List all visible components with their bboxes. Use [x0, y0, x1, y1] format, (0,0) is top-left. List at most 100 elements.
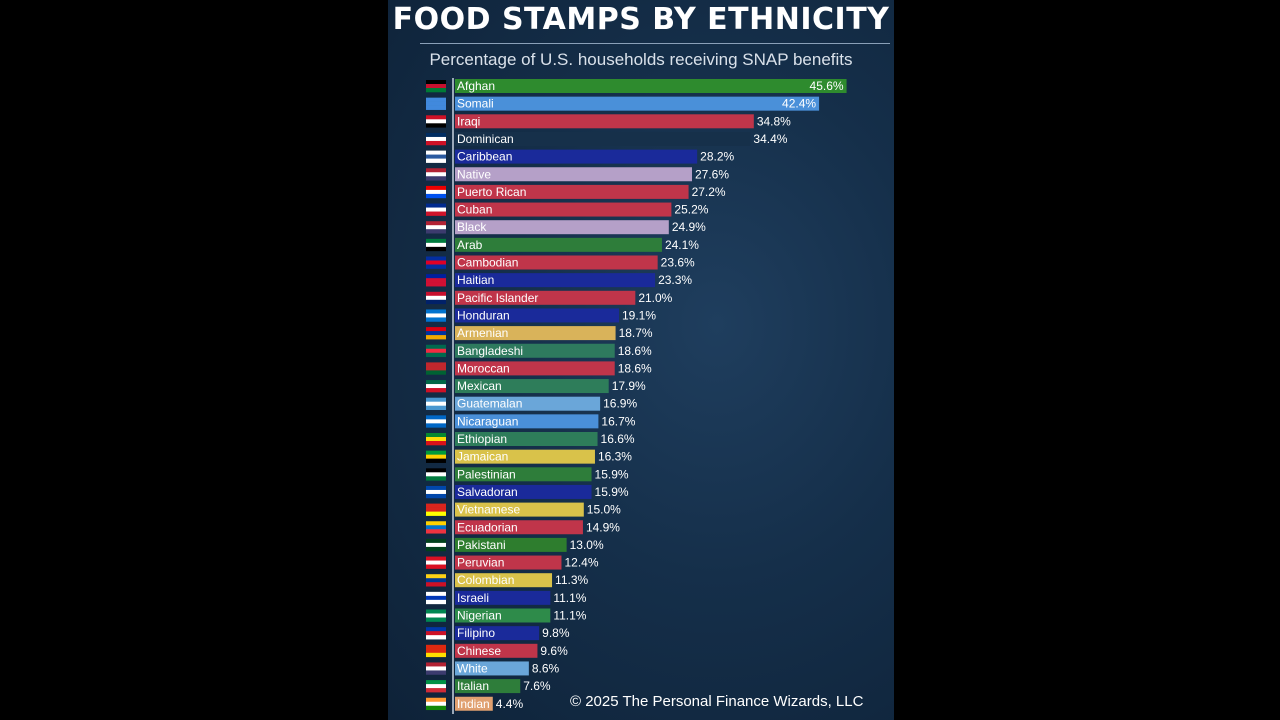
flag-icon	[426, 168, 446, 181]
value-label: 15.9%	[595, 467, 629, 481]
value-label: 18.6%	[618, 344, 652, 358]
flag-icon	[426, 80, 446, 93]
chart-subtitle: Percentage of U.S. households receiving …	[429, 50, 853, 69]
flag-icon	[426, 291, 446, 305]
value-label: 23.6%	[661, 256, 695, 270]
bar	[455, 131, 751, 146]
flag-icon	[426, 433, 446, 446]
bar	[455, 608, 551, 623]
bar	[455, 502, 584, 517]
category-label: Palestinian	[457, 467, 516, 481]
flag-icon	[426, 115, 446, 128]
bar	[455, 273, 656, 288]
flag-icon	[426, 221, 446, 234]
flag-icon	[426, 556, 446, 569]
value-label: 24.1%	[665, 238, 699, 252]
flag-icon	[426, 521, 446, 534]
bar	[455, 555, 562, 570]
flag-icon	[426, 468, 446, 481]
bar	[455, 484, 592, 499]
flag-icon	[426, 256, 446, 269]
title-divider	[420, 43, 890, 44]
value-label: 42.4%	[782, 97, 816, 111]
category-label: Bangladeshi	[457, 344, 523, 358]
flag-icon	[426, 697, 446, 711]
category-label: Dominican	[457, 132, 514, 146]
category-label: Mexican	[457, 379, 502, 393]
flag-icon	[426, 503, 446, 516]
flag-icon	[426, 538, 446, 552]
flag-icon	[426, 591, 446, 605]
category-label: Ethiopian	[457, 432, 507, 446]
category-label: Pakistani	[457, 538, 506, 552]
flag-icon	[426, 203, 446, 216]
flag-icon	[426, 185, 446, 199]
flag-icon	[426, 362, 446, 375]
value-label: 45.6%	[810, 79, 844, 93]
bar	[455, 167, 692, 182]
value-label: 27.6%	[695, 167, 729, 181]
bar	[455, 590, 551, 605]
value-label: 16.6%	[601, 432, 635, 446]
value-label: 15.9%	[595, 485, 629, 499]
flag-icon	[426, 309, 446, 322]
bar	[455, 643, 538, 658]
flag-icon	[426, 680, 446, 693]
value-label: 27.2%	[692, 185, 726, 199]
bar	[455, 290, 636, 305]
value-label: 11.1%	[553, 609, 586, 623]
value-label: 14.9%	[586, 520, 620, 534]
flag-icon	[426, 609, 446, 622]
value-label: 16.7%	[601, 414, 635, 428]
category-label: Israeli	[457, 591, 489, 605]
value-label: 15.0%	[587, 503, 621, 517]
bar	[455, 467, 592, 482]
bar	[455, 149, 698, 164]
flag-icon	[426, 132, 446, 146]
value-label: 8.6%	[532, 661, 560, 675]
value-label: 11.1%	[553, 591, 586, 605]
category-label: Haitian	[457, 273, 494, 287]
flag-icon	[426, 574, 446, 587]
value-label: 17.9%	[612, 379, 646, 393]
category-label: Chinese	[457, 644, 501, 658]
bar	[455, 237, 662, 252]
flag-icon	[426, 627, 446, 640]
value-label: 24.9%	[672, 220, 706, 234]
flag-icon	[426, 97, 446, 110]
category-label: Native	[457, 167, 491, 181]
category-label: Ecuadorian	[457, 520, 518, 534]
category-label: Nicaraguan	[457, 414, 518, 428]
chart-axis-line	[452, 78, 454, 714]
bar	[455, 626, 540, 641]
category-label: Puerto Rican	[457, 185, 526, 199]
bar	[455, 537, 567, 552]
bar	[455, 661, 529, 676]
bar	[455, 361, 615, 376]
category-label: Afghan	[457, 79, 495, 93]
category-label: Black	[457, 220, 487, 234]
bar	[455, 449, 595, 464]
bar	[455, 343, 615, 358]
flag-icon	[426, 344, 446, 358]
category-label: Salvadoran	[457, 485, 518, 499]
category-label: Peruvian	[457, 556, 504, 570]
value-label: 4.4%	[496, 697, 524, 711]
category-label: Iraqi	[457, 114, 480, 128]
bar	[455, 202, 672, 217]
flag-icon	[426, 274, 446, 287]
category-label: Arab	[457, 238, 483, 252]
category-label: Cambodian	[457, 256, 518, 270]
value-label: 23.3%	[658, 273, 692, 287]
bar	[455, 220, 669, 235]
flag-icon	[426, 662, 446, 675]
value-label: 16.9%	[603, 397, 637, 411]
bar	[455, 520, 583, 535]
flag-icon	[426, 238, 446, 252]
category-label: Jamaican	[457, 450, 508, 464]
bar	[455, 573, 553, 588]
category-label: Vietnamese	[457, 503, 520, 517]
value-label: 7.6%	[523, 679, 551, 693]
category-label: Honduran	[457, 308, 510, 322]
